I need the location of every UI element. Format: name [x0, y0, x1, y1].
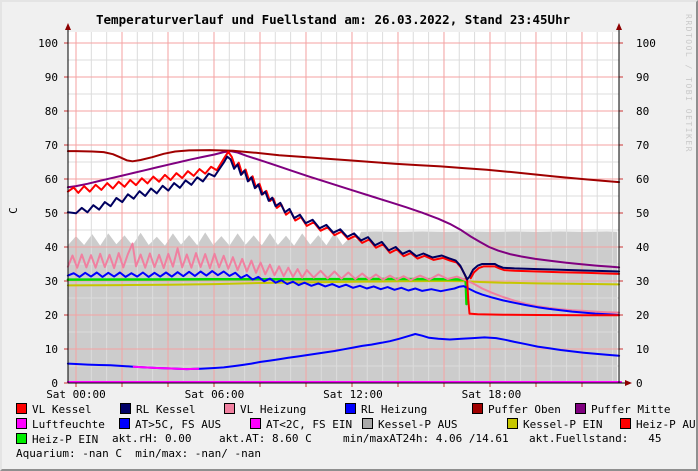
- legend-label: Heiz-P AUS: [636, 418, 698, 431]
- svg-text:40: 40: [636, 241, 649, 254]
- svg-text:40: 40: [45, 241, 58, 254]
- legend-item: Kessel-P EIN: [507, 418, 602, 430]
- legend-swatch-icon: [620, 418, 631, 429]
- svg-text:80: 80: [636, 105, 649, 118]
- svg-text:10: 10: [636, 343, 649, 356]
- series-line-puffer-oben: [66, 149, 621, 184]
- legend-swatch-icon: [16, 433, 27, 444]
- svg-text:Sat 06:00: Sat 06:00: [185, 388, 245, 401]
- series-line-kessel-p-ein: [66, 280, 621, 287]
- svg-text:30: 30: [636, 275, 649, 288]
- axes: [65, 23, 632, 386]
- legend-item: Puffer Mitte: [575, 403, 670, 415]
- legend-swatch-icon: [362, 418, 373, 429]
- legend-label: Heiz-P EIN: [32, 433, 99, 446]
- svg-text:80: 80: [45, 105, 58, 118]
- legend-item: RL Kessel: [120, 403, 196, 415]
- series-line-rl-heizung: [66, 270, 621, 316]
- legend-item: Puffer Oben: [472, 403, 561, 415]
- legend-text: akt.rH: 0.00: [112, 433, 191, 444]
- svg-text:50: 50: [636, 207, 649, 220]
- svg-text:30: 30: [45, 275, 58, 288]
- legend-item: Heiz-P AUS: [620, 418, 698, 431]
- svg-text:Sat 00:00: Sat 00:00: [46, 388, 106, 401]
- legend-label: Puffer Mitte: [591, 403, 671, 416]
- legend-swatch-icon: [16, 403, 27, 414]
- series-line-rl-kessel: [66, 155, 621, 281]
- legend-item: Heiz-P EIN: [16, 433, 98, 445]
- svg-text:50: 50: [45, 207, 58, 220]
- svg-text:100: 100: [636, 37, 656, 50]
- svg-text:20: 20: [45, 309, 58, 322]
- series-line-at-2c-fs-ein: [132, 365, 200, 371]
- legend-item: VL Heizung: [224, 403, 306, 415]
- legend-label: Luftfeuchte: [32, 418, 105, 431]
- legend-text: min/maxAT24h: 4.06 /14.61: [343, 433, 509, 444]
- svg-text:70: 70: [636, 139, 649, 152]
- legend-label: VL Heizung: [240, 403, 307, 416]
- legend-swatch-icon: [472, 403, 483, 414]
- legend-label: min/maxAT24h: 4.06 /14.61: [343, 432, 509, 445]
- legend-swatch-icon: [119, 418, 130, 429]
- legend-label: akt.rH: 0.00: [112, 432, 192, 445]
- chart-plot: 0 0 10 10 20 20 30 30 40 40 50 50 60 60 70 70 80 80 90 90 10…: [38, 23, 656, 401]
- svg-text:20: 20: [636, 309, 649, 322]
- legend-label: akt.Fuellstand: 45: [529, 432, 662, 445]
- y-axis-arrow-right-icon: [616, 23, 622, 30]
- legend-swatch-icon: [575, 403, 586, 414]
- legend-item: AT<2C, FS EIN: [250, 418, 352, 430]
- legend-swatch-icon: [224, 403, 235, 414]
- legend-swatch-icon: [250, 418, 261, 429]
- legend-label: Puffer Oben: [488, 403, 561, 416]
- series-line-vl-kessel: [66, 150, 621, 317]
- legend-swatch-icon: [16, 418, 27, 429]
- legend-item: Kessel-P AUS: [362, 418, 457, 430]
- legend-label: Aquarium: -nan C min/max: -nan/ -nan: [16, 447, 262, 460]
- legend-item: Luftfeuchte: [16, 418, 105, 430]
- legend-text: akt.AT: 8.60 C: [219, 433, 312, 444]
- series-line-puffer-mitte: [66, 150, 621, 269]
- legend-swatch-icon: [507, 418, 518, 429]
- legend-item: AT>5C, FS AUS: [119, 418, 221, 430]
- legend-swatch-icon: [345, 403, 356, 414]
- series-line-heiz-p-aus: [469, 265, 621, 280]
- y-axis-arrow-left-icon: [65, 23, 71, 30]
- series-area-kessel-p-aus: [67, 231, 618, 383]
- x-axis-arrow-icon: [625, 380, 632, 386]
- chart-title: Temperaturverlauf und Fuellstand am: 26.…: [96, 12, 571, 27]
- svg-text:100: 100: [38, 37, 58, 50]
- legend-label: RL Kessel: [136, 403, 196, 416]
- legend-label: VL Kessel: [32, 403, 92, 416]
- legend-item: VL Kessel: [16, 403, 92, 415]
- svg-text:10: 10: [45, 343, 58, 356]
- svg-text:Sat 18:00: Sat 18:00: [462, 388, 522, 401]
- svg-text:Sat 12:00: Sat 12:00: [323, 388, 383, 401]
- axis-labels: 0 0 10 10 20 20 30 30 40 40 50 50 60 60 70 70 80 80 90 90 10…: [38, 37, 656, 401]
- legend-label: AT>5C, FS AUS: [135, 418, 222, 431]
- legend-label: RL Heizung: [361, 403, 428, 416]
- gridlines: [64, 32, 623, 387]
- svg-text:60: 60: [45, 173, 58, 186]
- legend-label: Kessel-P AUS: [378, 418, 458, 431]
- svg-text:60: 60: [636, 173, 649, 186]
- watermark: RRDTOOL / TOBI OETIKER: [684, 14, 693, 153]
- legend-label: AT<2C, FS EIN: [266, 418, 353, 431]
- svg-text:90: 90: [636, 71, 649, 84]
- svg-text:0: 0: [636, 377, 643, 390]
- legend-text: Aquarium: -nan C min/max: -nan/ -nan: [16, 448, 261, 459]
- legend-text: akt.Fuellstand: 45: [529, 433, 661, 444]
- legend-label: Kessel-P EIN: [523, 418, 603, 431]
- legend-label: akt.AT: 8.60 C: [219, 432, 312, 445]
- series-line-vl-heizung: [66, 242, 621, 314]
- svg-text:0: 0: [51, 377, 58, 390]
- legend-item: RL Heizung: [345, 403, 427, 415]
- legend-swatch-icon: [120, 403, 131, 414]
- svg-text:70: 70: [45, 139, 58, 152]
- svg-text:90: 90: [45, 71, 58, 84]
